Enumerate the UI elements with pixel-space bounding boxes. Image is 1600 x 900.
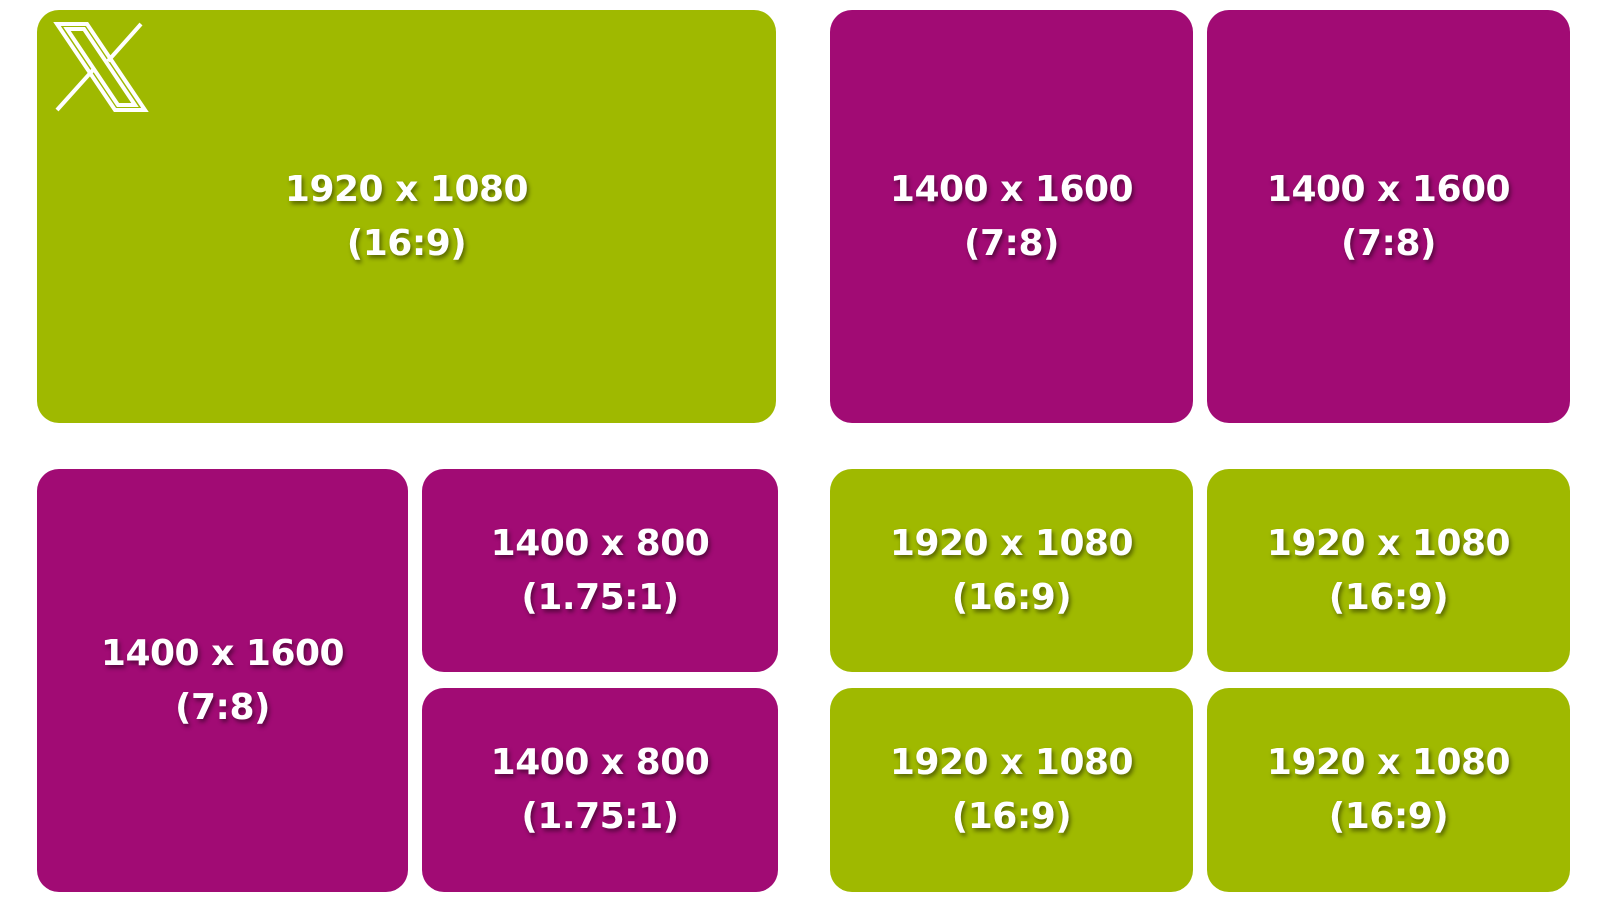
x-logo-shape xyxy=(53,22,149,112)
tile-ratio: (7:8) xyxy=(964,222,1059,264)
tile-ratio: (1.75:1) xyxy=(521,796,679,837)
tile-size: 1400 x 800 xyxy=(490,522,710,564)
tile-size: 1400 x 1600 xyxy=(100,632,345,674)
tile-ratio: (7:8) xyxy=(1341,222,1436,264)
size-tile: 1400 x 800 (1.75:1) xyxy=(422,469,778,672)
size-tile: 1400 x 1600 (7:8) xyxy=(1207,10,1570,423)
size-tile: 1400 x 1600 (7:8) xyxy=(37,469,408,892)
tile-size: 1400 x 1600 xyxy=(889,168,1134,210)
tile-size: 1400 x 800 xyxy=(490,742,710,783)
size-tile: 1920 x 1080 (16:9) xyxy=(830,688,1193,892)
tile-size: 1920 x 1080 xyxy=(1266,522,1511,564)
tile-ratio: (16:9) xyxy=(951,576,1072,618)
tile-ratio: (16:9) xyxy=(951,796,1072,837)
x-logo xyxy=(53,22,149,112)
tile-size: 1920 x 1080 xyxy=(284,168,529,210)
size-tile: 1400 x 800 (1.75:1) xyxy=(422,688,778,892)
tile-ratio: (1.75:1) xyxy=(521,576,679,618)
tile-size: 1920 x 1080 xyxy=(1266,742,1511,783)
tile-ratio: (16:9) xyxy=(1328,796,1449,837)
tile-ratio: (7:8) xyxy=(175,686,270,728)
tile-size: 1400 x 1600 xyxy=(1266,168,1511,210)
size-tile: 1920 x 1080 (16:9) xyxy=(1207,469,1570,672)
size-tile: 1920 x 1080 (16:9) xyxy=(830,469,1193,672)
tile-size: 1920 x 1080 xyxy=(889,742,1134,783)
size-tile: 1920 x 1080 (16:9) xyxy=(37,10,776,423)
tile-size: 1920 x 1080 xyxy=(889,522,1134,564)
size-tile: 1400 x 1600 (7:8) xyxy=(830,10,1193,423)
tile-ratio: (16:9) xyxy=(346,222,467,264)
tile-ratio: (16:9) xyxy=(1328,576,1449,618)
size-tile: 1920 x 1080 (16:9) xyxy=(1207,688,1570,892)
